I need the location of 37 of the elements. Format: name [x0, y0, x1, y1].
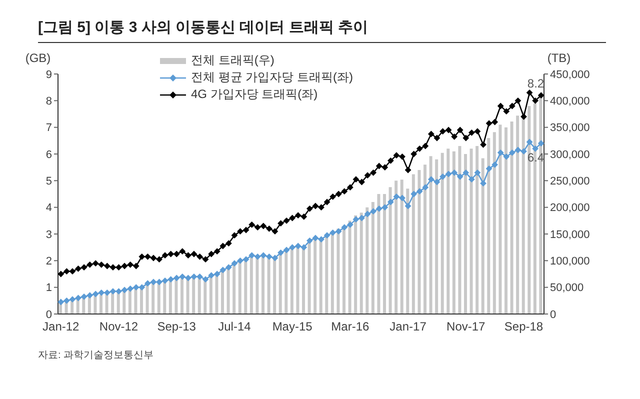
y-tick-label: 9	[46, 68, 52, 81]
x-tick-label: Nov-12	[99, 320, 138, 334]
y-tick-label: 2	[46, 256, 52, 268]
text: 자료: 과학기술정보통신부	[38, 349, 154, 362]
legend-label: 전체 트래픽(우)	[191, 52, 274, 69]
x-tick-label: Sep-13	[157, 320, 196, 334]
x-tick-label: Jan-12	[42, 320, 80, 334]
x-tick-label: Jul-14	[218, 320, 252, 334]
data-label: 8.2	[527, 76, 544, 90]
y2-tick-label: 100,000	[550, 256, 590, 268]
y-axis-title: (GB)	[25, 51, 51, 65]
chart-title: [그림 5] 이통 3 사의 이동통신 데이터 트래픽 추이	[38, 18, 368, 37]
x-tick-label: Nov-17	[446, 320, 486, 334]
legend-label: 전체 평균 가입자당 트래픽(좌)	[191, 69, 353, 86]
y2-tick-label: 300,000	[550, 148, 590, 161]
y2-tick-label: 350,000	[550, 122, 590, 134]
x-tick-label: Jan-17	[390, 320, 427, 334]
x-tick-label: May-15	[272, 320, 313, 334]
y2-tick-label: 450,000	[550, 68, 590, 81]
y2-tick-label: 400,000	[550, 96, 590, 108]
y-tick-label: 5	[46, 176, 52, 188]
y-tick-label: 3	[46, 228, 52, 241]
y2-tick-label: 200,000	[550, 202, 590, 214]
y2-axis-title: (TB)	[547, 51, 571, 65]
y2-tick-label: 0	[550, 308, 556, 321]
y-tick-label: 0	[46, 308, 52, 321]
y-tick-label: 6	[46, 148, 52, 161]
y2-tick-label: 150,000	[550, 228, 590, 241]
y-tick-label: 8	[46, 96, 52, 108]
y-tick-label: 7	[46, 122, 52, 134]
x-tick-label: Sep-18	[504, 320, 544, 334]
legend-label: 4G 가입자당 트래픽(좌)	[191, 86, 318, 103]
y-tick-label: 4	[46, 202, 52, 214]
y-tick-label: 1	[46, 282, 52, 294]
x-tick-label: Mar-16	[331, 320, 370, 334]
y2-tick-label: 50,000	[550, 282, 584, 294]
y2-tick-label: 250,000	[550, 176, 590, 188]
